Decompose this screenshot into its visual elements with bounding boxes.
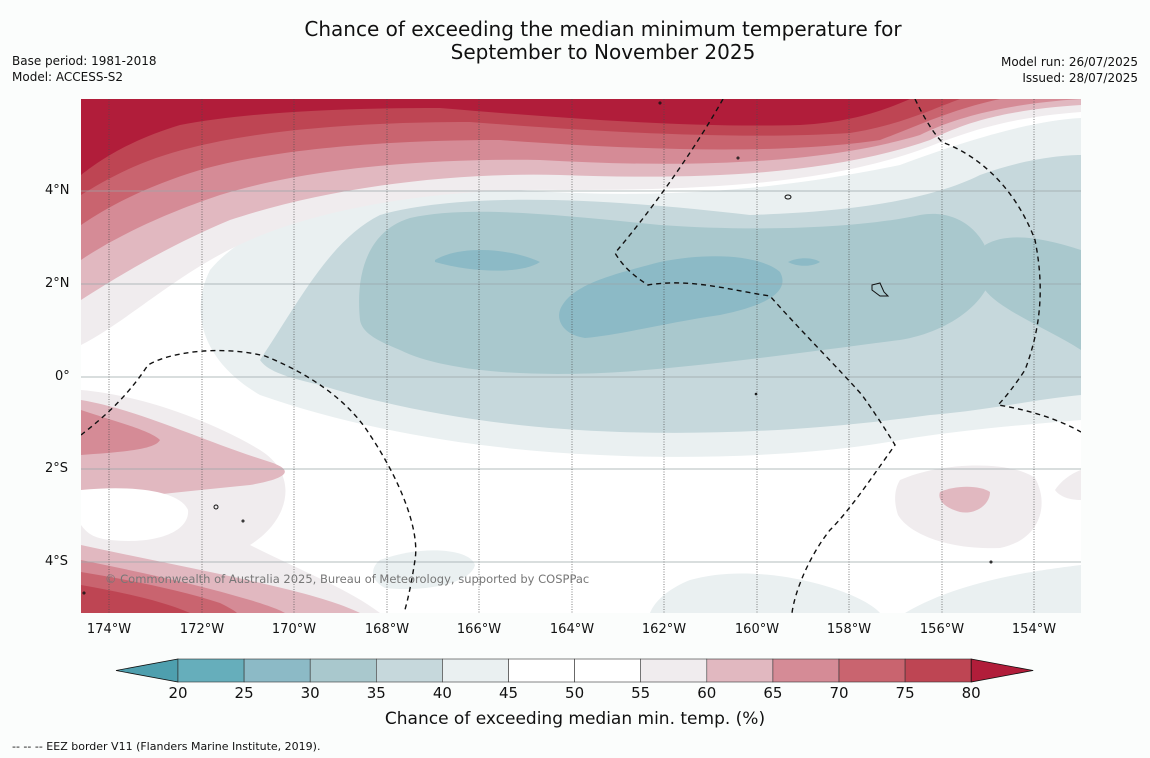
band-40-45-se xyxy=(905,565,1081,613)
colorbar-tick-label: 35 xyxy=(366,684,386,702)
map-title: Chance of exceeding the median minimum t… xyxy=(0,18,1150,64)
lon-label-156w: 156°W xyxy=(919,622,965,637)
longitude-gridlines xyxy=(108,99,1035,613)
colorbar-segment xyxy=(574,658,641,683)
band-25-30-small xyxy=(788,258,820,266)
colorbar-segment xyxy=(442,658,509,683)
band-75-80-southwest xyxy=(81,585,190,613)
colorbar-tick-label: 75 xyxy=(895,684,915,702)
colorbar-label: Chance of exceeding median min. temp. (%… xyxy=(384,709,766,729)
copyright-notice: © Commonwealth of Australia 2025, Bureau… xyxy=(105,572,590,586)
band-white-hole xyxy=(81,488,189,541)
lon-label-172w: 172°W xyxy=(179,622,225,637)
colorbar-tick-label: 40 xyxy=(432,684,452,702)
colorbar-tick-label: 25 xyxy=(234,684,254,702)
lon-label-168w: 168°W xyxy=(364,622,410,637)
model-name: Model: ACCESS-S2 xyxy=(12,69,124,84)
colorbar-segment xyxy=(640,658,708,683)
eez-legend-note: -- -- -- EEZ border V11 (Flanders Marine… xyxy=(12,740,321,753)
band-25-30 xyxy=(559,256,783,338)
colorbar-extend-high xyxy=(970,658,1034,683)
model-run: Model run: 26/07/2025 xyxy=(1000,55,1138,69)
band-40-45-sw xyxy=(373,550,475,590)
band-80-plus-north xyxy=(81,99,910,175)
colorbar xyxy=(115,658,1034,683)
probability-field xyxy=(81,99,1081,613)
band-40-45-south xyxy=(650,573,880,613)
base-period: Base period: 1981-2018 xyxy=(12,54,157,68)
colorbar-tick-label: 80 xyxy=(961,684,981,702)
lon-label-164w: 164°W xyxy=(549,622,595,637)
lon-label-154w: 154°W xyxy=(1011,622,1057,637)
colorbar-tick-label: 20 xyxy=(168,684,188,702)
colorbar-segment xyxy=(508,658,575,683)
band-30-35-east xyxy=(985,237,1081,350)
latitude-gridlines xyxy=(81,190,1081,563)
colorbar-segment xyxy=(243,658,311,683)
lat-label-2s: 2°S xyxy=(45,461,69,476)
colorbar-extend-low xyxy=(115,658,179,683)
lon-label-162w: 162°W xyxy=(641,622,687,637)
colorbar-tick-label: 70 xyxy=(829,684,849,702)
lon-label-174w: 174°W xyxy=(86,622,132,637)
title-line-1: Chance of exceeding the median minimum t… xyxy=(304,17,902,41)
colorbar-tick-label: 30 xyxy=(300,684,320,702)
colorbar-tick-label: 50 xyxy=(565,684,585,702)
lat-label-4n: 4°N xyxy=(45,183,70,198)
title-line-2: September to November 2025 xyxy=(450,40,756,64)
colorbar-tick-label: 55 xyxy=(631,684,651,702)
meta-left: Base period: 1981-2018 Model: ACCESS-S2 xyxy=(12,54,157,85)
lon-label-170w: 170°W xyxy=(271,622,317,637)
band-60-65-southeast xyxy=(939,486,990,513)
band-55-60-east-edge xyxy=(1055,470,1081,500)
colorbar-segment xyxy=(375,658,443,683)
lon-label-160w: 160°W xyxy=(734,622,780,637)
band-25-30-west xyxy=(435,250,540,271)
colorbar-segment xyxy=(309,658,377,683)
issued-date: Issued: 28/07/2025 xyxy=(1022,70,1138,85)
colorbar-tick-label: 65 xyxy=(763,684,783,702)
meta-right: Model run: 26/07/2025 Issued: 28/07/2025 xyxy=(1001,55,1138,86)
eez-borders xyxy=(81,99,1081,613)
lat-label-4s: 4°S xyxy=(45,554,69,569)
lon-label-158w: 158°W xyxy=(826,622,872,637)
lat-label-equator: 0° xyxy=(55,369,70,384)
lat-label-2n: 2°N xyxy=(45,276,70,291)
colorbar-segment xyxy=(838,658,906,683)
band-65-70-west xyxy=(81,410,160,455)
colorbar-tick-label: 45 xyxy=(498,684,519,702)
colorbar-segment xyxy=(772,658,840,683)
colorbar-tick-label: 60 xyxy=(697,684,717,702)
lon-label-166w: 166°W xyxy=(456,622,502,637)
islands xyxy=(82,101,993,595)
colorbar-segment xyxy=(706,658,774,683)
colorbar-segment xyxy=(904,658,972,683)
colorbar-segment xyxy=(177,658,245,683)
